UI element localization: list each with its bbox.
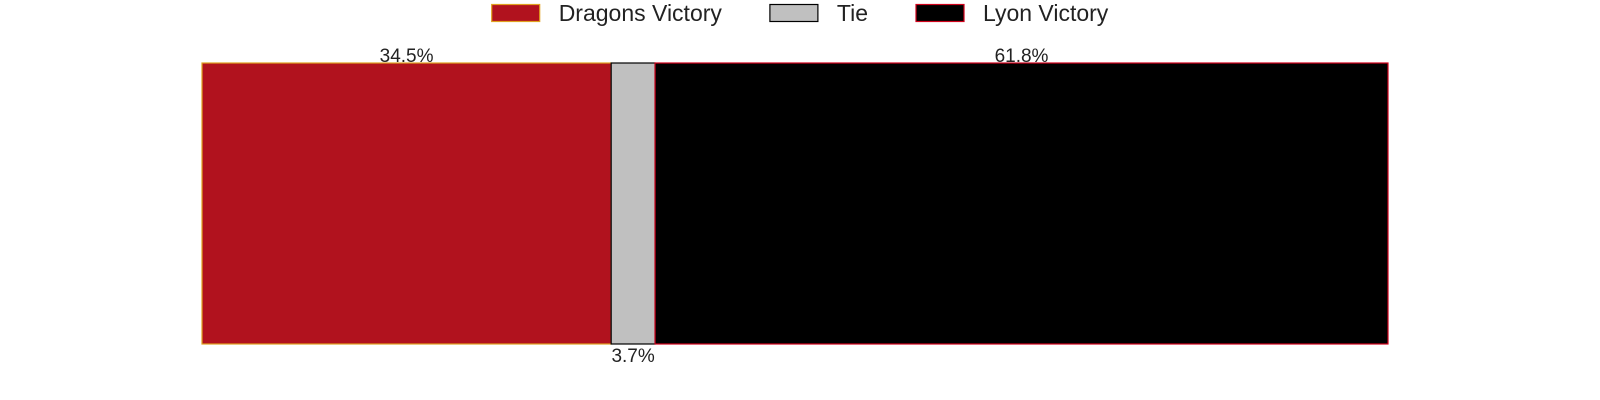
legend-item-lyon-victory: Lyon Victory	[915, 0, 1109, 26]
legend-item-dragons-victory: Dragons Victory	[491, 0, 723, 26]
bar-segment-tie	[610, 62, 656, 345]
legend-label-lyon-victory: Lyon Victory	[983, 0, 1109, 26]
legend-label-tie: Tie	[837, 0, 868, 26]
bar-segments	[201, 62, 1389, 345]
legend-swatch-dragons-victory	[491, 3, 541, 23]
bar-segment-dragons-victory	[201, 62, 612, 345]
data-label-lyon-victory: 61.8%	[995, 46, 1049, 67]
data-label-tie: 3.7%	[611, 346, 654, 367]
legend-item-tie: Tie	[769, 0, 868, 26]
legend-swatch-lyon-victory	[915, 3, 965, 23]
legend-label-dragons-victory: Dragons Victory	[559, 0, 723, 26]
chart-legend: Dragons Victory Tie Lyon Victory	[491, 0, 1109, 26]
data-label-dragons-victory: 34.5%	[380, 46, 434, 67]
legend-swatch-tie	[769, 3, 819, 23]
data-labels: 34.5% 3.7% 61.8%	[380, 46, 1049, 367]
bar-segment-lyon-victory	[654, 62, 1389, 345]
